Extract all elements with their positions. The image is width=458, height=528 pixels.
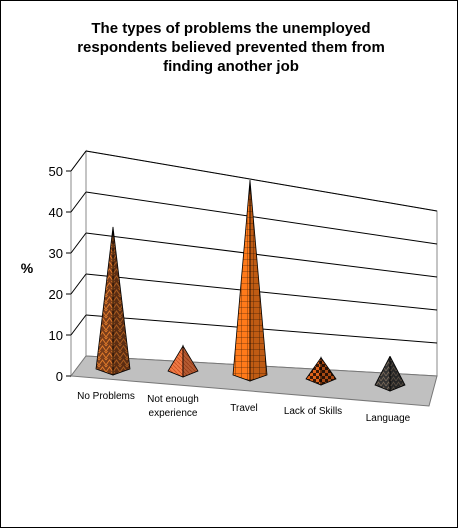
pyramid-right-face (320, 356, 337, 386)
pyramid-shade (113, 226, 130, 375)
pyramid-4 (305, 356, 337, 386)
gridline (70, 232, 87, 254)
category-label: experience (149, 408, 198, 419)
y-tick-label: 50 (49, 164, 63, 179)
floor (70, 355, 438, 407)
y-tick-label: 40 (49, 205, 63, 220)
gridline (70, 273, 87, 295)
pyramid-right-face (182, 344, 199, 378)
pyramid-shade (250, 180, 267, 381)
category-label: Language (366, 413, 411, 424)
pyramid-5 (374, 355, 406, 392)
gridline (85, 273, 438, 311)
gridline (85, 150, 438, 212)
y-tick-label: 10 (49, 328, 63, 343)
category-label: Travel (230, 403, 257, 414)
side-wall (70, 149, 87, 378)
category-label: Not enough (147, 394, 199, 405)
pyramid-2 (167, 344, 199, 378)
gridline (85, 232, 438, 278)
y-tick-label: 30 (49, 246, 63, 261)
y-tick-label: 0 (56, 369, 63, 384)
y-axis-label: % (21, 260, 34, 276)
pyramid-shade (183, 345, 198, 377)
pyramid-right-face (249, 180, 268, 382)
category-label: No Problems (77, 391, 135, 402)
chart-title: The types of problems the unemployed res… (77, 20, 385, 75)
pyramid-1 (95, 226, 131, 376)
y-tick-label: 20 (49, 287, 63, 302)
pyramid-right-face (112, 226, 131, 376)
gridline (70, 191, 87, 213)
pyramid-3 (232, 180, 268, 382)
category-label: Lack of Skills (284, 406, 342, 417)
pyramid-right-face (389, 355, 406, 392)
gridline (70, 314, 87, 336)
pyramid-shade (390, 356, 405, 391)
pyramid-shade (321, 357, 336, 385)
gridline (70, 150, 87, 172)
gridline (85, 191, 438, 245)
